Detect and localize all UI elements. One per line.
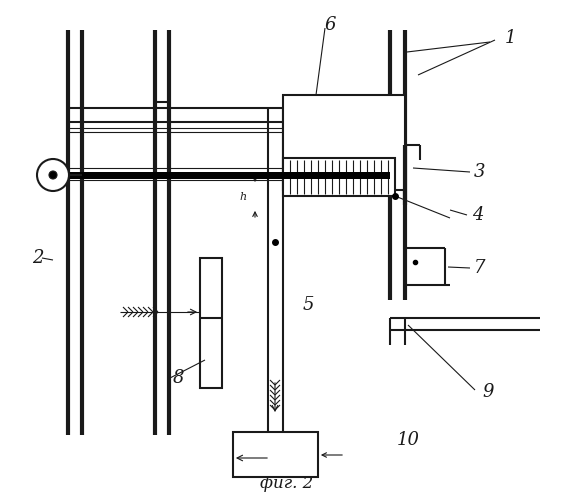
Bar xyxy=(283,95,405,190)
Text: 9: 9 xyxy=(482,383,494,401)
Text: 7: 7 xyxy=(474,259,486,277)
Bar xyxy=(233,432,318,477)
Text: h: h xyxy=(239,192,247,202)
Text: 1: 1 xyxy=(504,29,516,47)
Text: 6: 6 xyxy=(324,16,336,34)
Bar xyxy=(200,258,222,388)
Text: 3: 3 xyxy=(474,163,486,181)
Text: 5: 5 xyxy=(302,296,314,314)
Circle shape xyxy=(37,159,69,191)
Bar xyxy=(68,172,390,179)
Text: 8: 8 xyxy=(172,369,184,387)
Text: 10: 10 xyxy=(397,431,420,449)
Text: 4: 4 xyxy=(472,206,484,224)
Text: 2: 2 xyxy=(32,249,44,267)
Circle shape xyxy=(49,171,57,179)
Text: фиг. 2: фиг. 2 xyxy=(260,474,313,492)
Bar xyxy=(283,158,395,196)
